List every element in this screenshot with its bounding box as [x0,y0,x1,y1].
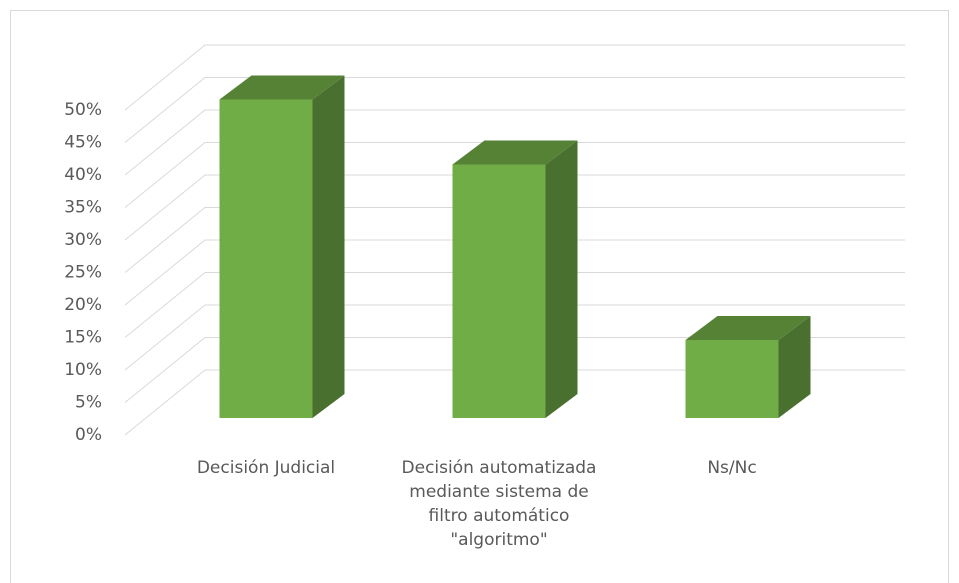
bar-front [219,99,313,418]
y-tick-label: 35% [64,198,102,218]
chart-border [10,10,949,583]
x-tick-label: Ns/Nc [707,458,757,478]
grid-line [124,77,905,143]
y-tick-label: 20% [64,295,102,315]
bar-top [452,140,578,165]
bar-top [219,75,345,100]
bar [219,75,345,418]
grid-line [124,207,905,273]
bar-side [312,75,345,418]
y-tick-label: 0% [75,425,102,445]
y-tick-label: 30% [64,230,102,250]
grid-line [124,174,905,241]
y-tick-label: 40% [64,165,102,185]
y-tick-label: 10% [64,360,102,380]
grid-line [124,337,905,403]
grid-line [124,369,905,436]
y-tick-label: 15% [64,328,102,348]
bar-top [685,316,811,340]
bar [452,140,578,418]
bar-front [685,340,779,418]
bar-side [778,316,811,418]
x-tick-label: Decisión automatizada mediante sistema d… [401,458,597,550]
grid-line [124,272,905,338]
y-tick-label: 25% [64,263,102,283]
bar-side [545,140,578,418]
grid-line [124,109,905,176]
bar [685,316,811,418]
y-tick-label: 50% [64,100,102,120]
grid-line [124,304,905,371]
y-tick-label: 5% [75,393,102,413]
y-tick-label: 45% [64,133,102,153]
bar-front [452,164,546,418]
x-tick-label: Decisión Judicial [196,458,336,478]
grid-line [124,142,905,208]
grid-line [124,44,905,111]
grid-line [124,239,905,306]
